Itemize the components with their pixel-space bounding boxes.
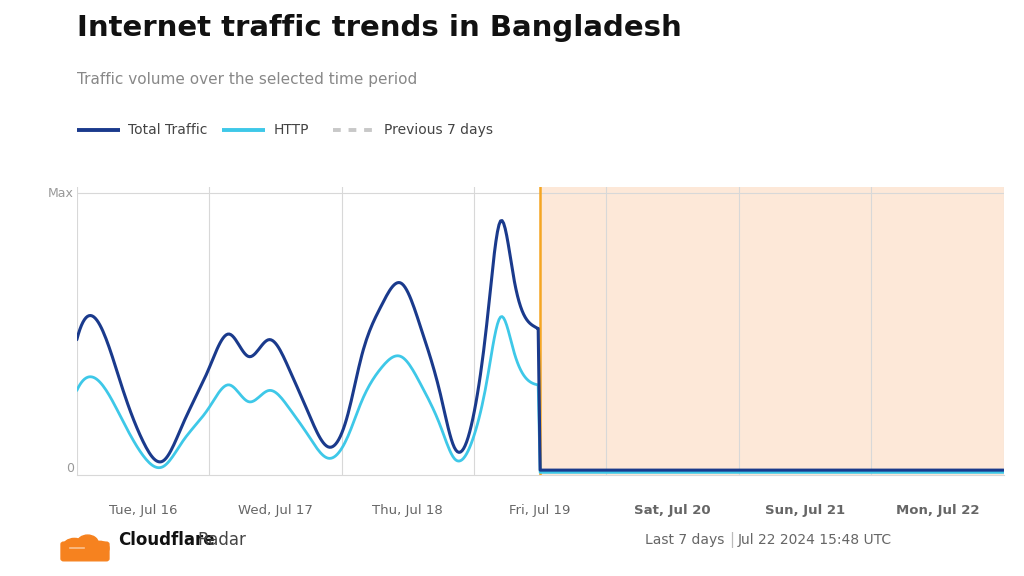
Text: |: | — [729, 532, 735, 548]
Point — [78, 545, 90, 552]
Text: Tue, Jul 16: Tue, Jul 16 — [109, 504, 177, 517]
Text: Wed, Jul 17: Wed, Jul 17 — [238, 504, 312, 517]
FancyBboxPatch shape — [61, 542, 109, 561]
Text: Last 7 days: Last 7 days — [645, 533, 725, 547]
Text: HTTP: HTTP — [273, 123, 309, 137]
Text: Total Traffic: Total Traffic — [128, 123, 208, 137]
Circle shape — [77, 535, 98, 552]
Text: Mon, Jul 22: Mon, Jul 22 — [896, 504, 979, 517]
Text: Previous 7 days: Previous 7 days — [384, 123, 493, 137]
Circle shape — [62, 539, 86, 556]
Text: Radar: Radar — [198, 531, 247, 550]
Text: Thu, Jul 18: Thu, Jul 18 — [373, 504, 443, 517]
Text: Max: Max — [48, 187, 74, 200]
Point — [63, 545, 76, 552]
Text: Fri, Jul 19: Fri, Jul 19 — [510, 504, 570, 517]
Text: Internet traffic trends in Bangladesh: Internet traffic trends in Bangladesh — [77, 14, 682, 43]
Text: Cloudflare: Cloudflare — [118, 531, 214, 550]
Text: Sun, Jul 21: Sun, Jul 21 — [765, 504, 845, 517]
Text: Jul 22 2024 15:48 UTC: Jul 22 2024 15:48 UTC — [737, 533, 892, 547]
Text: Traffic volume over the selected time period: Traffic volume over the selected time pe… — [77, 72, 417, 87]
Text: 0: 0 — [66, 462, 74, 475]
Circle shape — [91, 541, 109, 555]
Text: Sat, Jul 20: Sat, Jul 20 — [634, 504, 711, 517]
Bar — [541, 187, 1004, 475]
